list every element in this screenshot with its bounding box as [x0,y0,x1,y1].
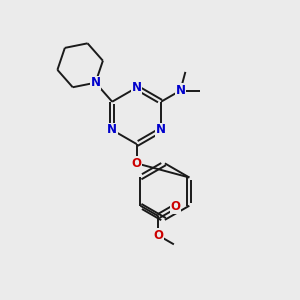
Text: O: O [132,157,142,170]
Text: N: N [132,81,142,94]
Text: N: N [107,123,117,136]
Text: N: N [91,76,100,89]
Text: N: N [176,84,185,97]
Text: O: O [153,229,164,242]
Text: O: O [170,200,180,213]
Text: N: N [156,123,166,136]
